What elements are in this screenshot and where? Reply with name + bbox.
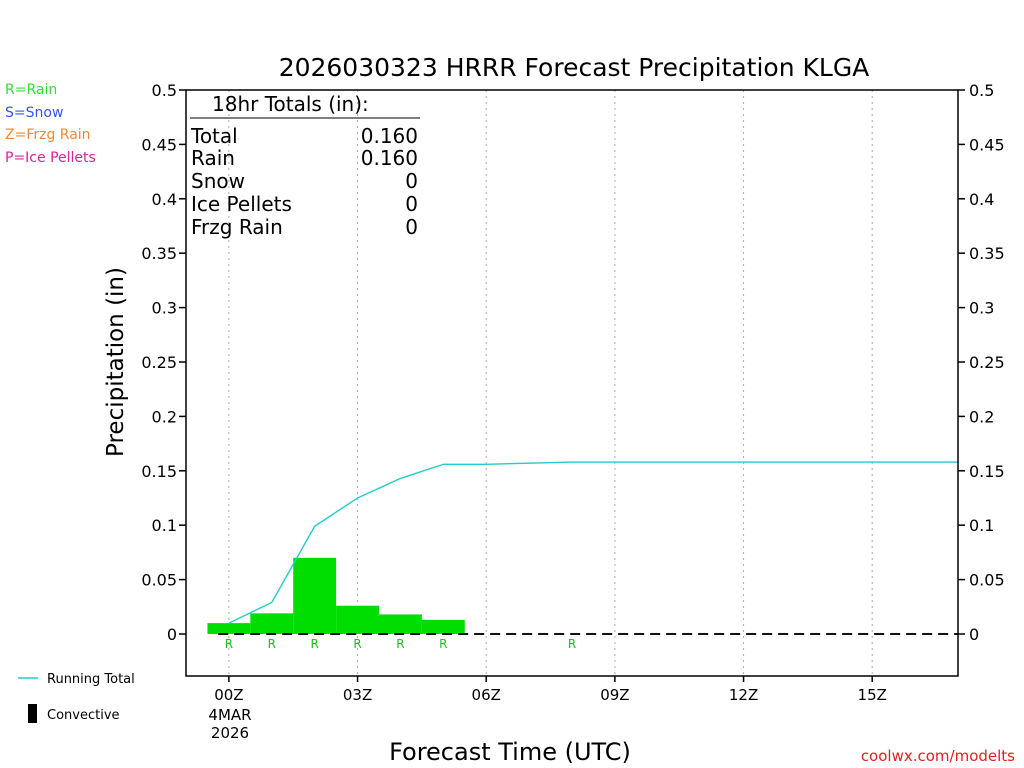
y-tick-label-left: 0.1: [152, 516, 177, 535]
legend-freezing-rain: Z=Frzg Rain: [5, 127, 91, 143]
precip-type-marker: R: [568, 637, 576, 651]
totals-box: 18hr Totals (in): Total 0.160 Rain 0.160…: [190, 92, 420, 239]
precip-bar: [336, 605, 379, 634]
vertical-gridlines: [228, 90, 873, 676]
legend-ice-pellets: P=Ice Pellets: [5, 150, 96, 166]
y-tick-label-left: 0.35: [141, 244, 177, 263]
y-tick-label-left: 0.2: [152, 407, 177, 426]
y-tick-label-left: 0.05: [141, 571, 177, 590]
precip-type-marker: R: [268, 637, 276, 651]
running-total-legend-label: Running Total: [47, 672, 135, 687]
precip-type-marker: R: [225, 637, 233, 651]
legend-snow: S=Snow: [5, 105, 64, 121]
precip-bar: [293, 557, 337, 634]
totals-label-frzg-rain: Frzg Rain: [191, 215, 283, 239]
y-tick-label-left: 0.5: [152, 81, 177, 100]
y-tick-label-right: 0.45: [969, 135, 1005, 154]
y-tick-label-left: 0.15: [141, 462, 177, 481]
precip-bar: [421, 619, 465, 634]
y-tick-label-right: 0.4: [969, 190, 994, 209]
x-axis-ticks: 00Z 03Z 06Z 09Z 12Z 15Z: [214, 676, 887, 704]
y-axis-label: Precipitation (in): [103, 267, 129, 457]
x-tick-label: 06Z: [472, 686, 501, 704]
y-tick-label-right: 0.1: [969, 516, 994, 535]
legend-rain: R=Rain: [5, 82, 58, 98]
date-label-year: 2026: [211, 724, 249, 742]
y-tick-label-right: 0.5: [969, 81, 994, 100]
y-tick-label-left: 0.3: [152, 299, 177, 318]
precip-type-marker: R: [396, 637, 404, 651]
y-tick-label-right: 0: [969, 625, 979, 644]
y-axis-ticks: 0 00.05 0.050.1 0.10.15 0.150.2 0.20.25 0.250.…: [141, 81, 1004, 644]
totals-value-total: 0.160: [361, 124, 418, 148]
totals-header: 18hr Totals (in):: [212, 92, 369, 116]
x-tick-label: 03Z: [343, 686, 372, 704]
convective-legend-label: Convective: [47, 708, 120, 723]
x-tick-label: 09Z: [600, 686, 629, 704]
convective-swatch: [28, 704, 37, 723]
y-tick-label-right: 0.3: [969, 299, 994, 318]
date-label-month: 4MAR: [208, 706, 251, 724]
x-tick-label: 00Z: [214, 686, 243, 704]
precip-bar: [207, 623, 251, 634]
y-tick-label-right: 0.2: [969, 407, 994, 426]
bottom-legend: Running Total Convective: [18, 672, 135, 723]
plot-frame: [185, 89, 959, 677]
precip-bar: [379, 614, 422, 634]
precip-type-marker: R: [439, 637, 447, 651]
totals-label-ice-pellets: Ice Pellets: [191, 192, 292, 216]
y-tick-label-left: 0: [167, 625, 177, 644]
totals-value-ice-pellets: 0: [405, 192, 418, 216]
precip-bar: [250, 613, 294, 634]
totals-label-snow: Snow: [191, 169, 245, 193]
hourly-precip-bars: [207, 557, 465, 634]
x-tick-label: 12Z: [729, 686, 758, 704]
precip-type-marker: R: [353, 637, 361, 651]
y-tick-label-right: 0.05: [969, 571, 1005, 590]
totals-label-total: Total: [190, 124, 238, 148]
y-tick-label-left: 0.4: [152, 190, 177, 209]
y-tick-label-left: 0.45: [141, 135, 177, 154]
y-tick-label-right: 0.25: [969, 353, 1005, 372]
credit-text: coolwx.com/modelts: [861, 747, 1015, 765]
x-axis-label: Forecast Time (UTC): [389, 738, 631, 766]
y-tick-label-left: 0.25: [141, 353, 177, 372]
chart-title: 2026030323 HRRR Forecast Precipitation K…: [279, 53, 870, 82]
totals-label-rain: Rain: [191, 146, 235, 170]
precip-type-marker: R: [310, 637, 318, 651]
totals-value-snow: 0: [405, 169, 418, 193]
y-tick-label-right: 0.15: [969, 462, 1005, 481]
totals-value-rain: 0.160: [361, 146, 418, 170]
totals-value-frzg-rain: 0: [405, 215, 418, 239]
x-tick-label: 15Z: [858, 686, 887, 704]
running-total-line: [228, 461, 958, 624]
y-tick-label-right: 0.35: [969, 244, 1005, 263]
